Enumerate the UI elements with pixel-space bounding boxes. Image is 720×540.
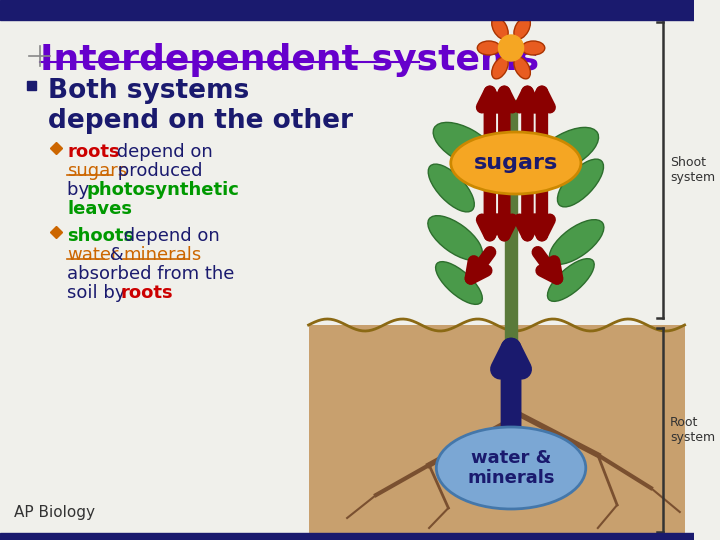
- Ellipse shape: [492, 57, 508, 79]
- Text: by: by: [68, 181, 95, 199]
- Text: depend on: depend on: [111, 143, 212, 161]
- Ellipse shape: [451, 132, 581, 194]
- Ellipse shape: [514, 57, 531, 79]
- Ellipse shape: [549, 220, 604, 265]
- Text: produced: produced: [112, 162, 202, 180]
- Text: minerals: minerals: [123, 246, 202, 264]
- Text: AP Biology: AP Biology: [14, 505, 96, 520]
- Ellipse shape: [547, 259, 594, 301]
- Text: photosynthetic: photosynthetic: [87, 181, 240, 199]
- Bar: [27, 81, 36, 90]
- Polygon shape: [309, 325, 685, 540]
- Text: depend on: depend on: [117, 227, 220, 245]
- Text: sugars: sugars: [474, 153, 558, 173]
- Text: Shoot
system: Shoot system: [670, 156, 715, 184]
- Ellipse shape: [428, 215, 482, 260]
- Bar: [505, 100, 517, 380]
- Circle shape: [498, 35, 523, 61]
- Ellipse shape: [522, 41, 545, 55]
- Ellipse shape: [433, 123, 496, 167]
- Text: Both systems
depend on the other: Both systems depend on the other: [48, 78, 354, 134]
- Text: roots: roots: [120, 284, 173, 302]
- Text: Interdependent systems: Interdependent systems: [40, 43, 539, 77]
- Text: absorbed from the: absorbed from the: [68, 265, 235, 283]
- Ellipse shape: [436, 262, 482, 305]
- Text: sugars: sugars: [68, 162, 127, 180]
- Ellipse shape: [477, 41, 500, 55]
- Text: Root
system: Root system: [670, 416, 715, 444]
- Ellipse shape: [514, 17, 531, 39]
- Bar: [0, 0, 694, 20]
- Text: shoots: shoots: [68, 227, 135, 245]
- Text: water: water: [68, 246, 119, 264]
- Text: roots: roots: [68, 143, 120, 161]
- Ellipse shape: [557, 159, 603, 207]
- Text: &: &: [104, 246, 130, 264]
- Text: leaves: leaves: [68, 200, 132, 218]
- Ellipse shape: [436, 427, 586, 509]
- Text: soil by: soil by: [68, 284, 132, 302]
- Text: water &
minerals: water & minerals: [467, 449, 555, 488]
- Bar: [0, 533, 694, 540]
- Ellipse shape: [536, 127, 598, 173]
- Ellipse shape: [492, 17, 508, 39]
- Ellipse shape: [428, 164, 474, 212]
